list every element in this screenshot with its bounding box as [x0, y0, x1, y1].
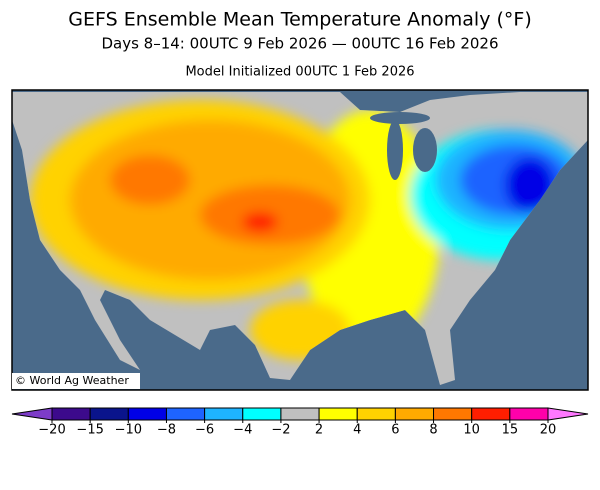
lake [387, 120, 403, 180]
lake [413, 128, 437, 172]
colorbar-box [471, 407, 511, 421]
map: © World Ag Weather [11, 89, 589, 391]
colorbar-box [204, 407, 244, 421]
colorbar-arrow [11, 407, 53, 421]
colorbar-label: 8 [429, 423, 437, 438]
colorbar-label: 4 [353, 423, 361, 438]
colorbar-label: −10 [115, 423, 142, 438]
map-frame [11, 89, 589, 391]
colorbar-label: 20 [540, 423, 557, 438]
colorbar-box [280, 407, 320, 421]
colorbar: −20 −15 −10 −8 −6 −4 −2 2 4 6 8 10 15 20 [11, 407, 589, 438]
colorbar-label: −15 [76, 423, 103, 438]
colorbar-label: 2 [315, 423, 323, 438]
lake [370, 112, 430, 124]
subtitle: Days 8–14: 00UTC 9 Feb 2026 — 00UTC 16 F… [101, 35, 498, 53]
colorbar-box [242, 407, 282, 421]
colorbar-label: 6 [391, 423, 399, 438]
colorbar-box [433, 407, 473, 421]
land [12, 92, 588, 385]
colorbar-box [394, 407, 435, 421]
init-time: Model Initialized 00UTC 1 Feb 2026 [185, 65, 414, 80]
colorbar-label: −4 [233, 423, 252, 438]
colorbar-label: −8 [157, 423, 176, 438]
colorbar-label: −2 [271, 423, 290, 438]
colorbar-box [127, 407, 167, 421]
colorbar-label: 15 [502, 423, 519, 438]
colorbar-arrow [547, 407, 589, 421]
colorbar-box [165, 407, 206, 421]
colorbar-label: −6 [195, 423, 214, 438]
colorbar-label: −20 [38, 423, 65, 438]
colorbar-box [51, 407, 91, 421]
colorbar-label: 10 [463, 423, 480, 438]
colorbar-box [356, 407, 396, 421]
colorbar-box [509, 407, 549, 421]
credit: © World Ag Weather [15, 374, 129, 387]
colorbar-box [318, 407, 358, 421]
colorbar-box [89, 407, 129, 421]
title: GEFS Ensemble Mean Temperature Anomaly (… [68, 9, 531, 31]
credit-box [12, 373, 140, 389]
